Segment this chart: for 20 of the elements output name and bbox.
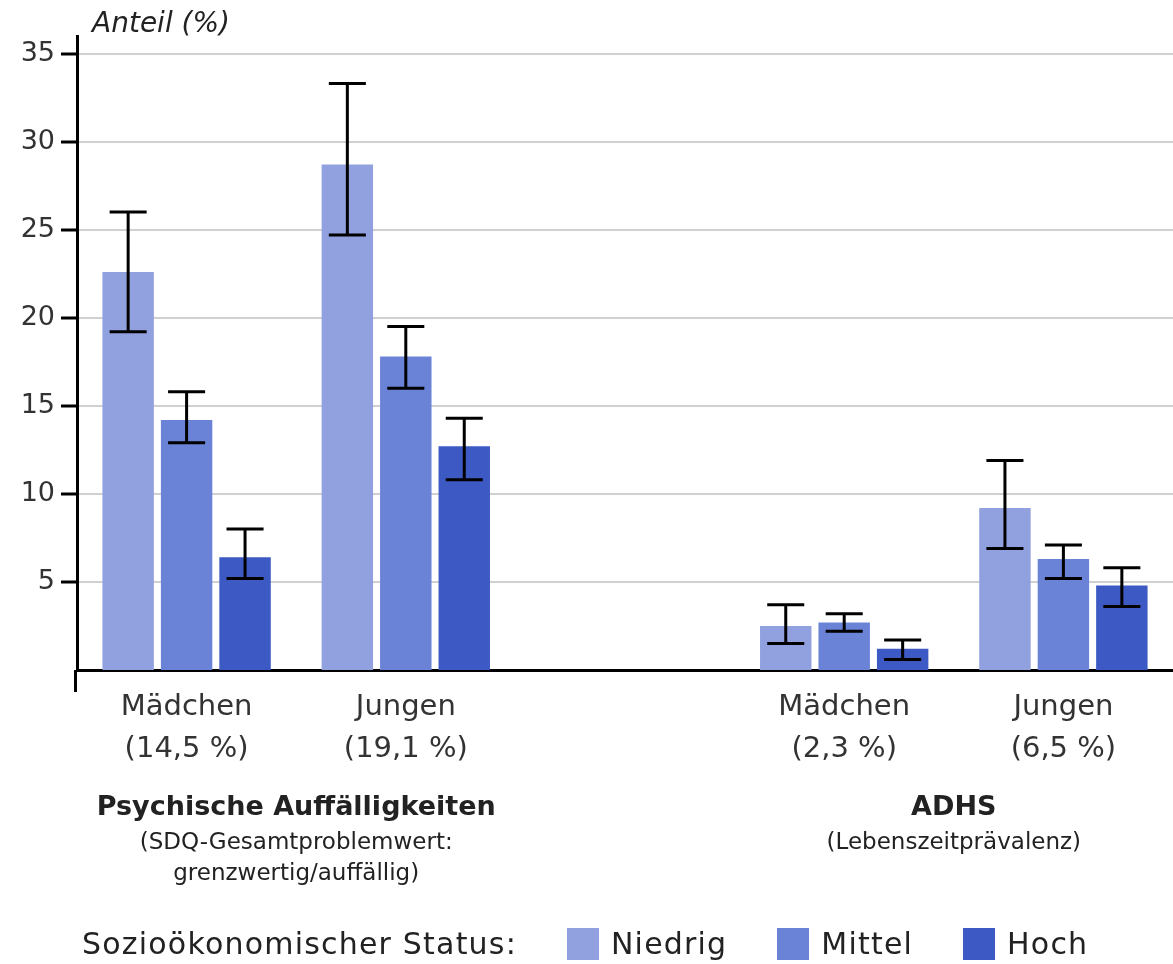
- x-tick-label: Jungen (6,5 %): [1010, 687, 1117, 764]
- y-tick-label: 35: [20, 35, 55, 67]
- text: ADHS: [910, 789, 998, 823]
- y-tick-label: 10: [20, 475, 55, 507]
- y-tick-label: 20: [20, 299, 55, 331]
- y-tick-label: 30: [20, 123, 55, 155]
- legend-title: Sozioökonomischer Status:: [82, 926, 517, 961]
- y-tick-label: 25: [20, 211, 55, 243]
- x-tick-label: Mädchen (14,5 %): [120, 687, 253, 764]
- text: Psychische Auffälligkeiten: [96, 789, 496, 823]
- text: (SDQ-Gesamtproblemwert: grenzwertig/auffällig): [138, 827, 454, 887]
- legend-label: Mittel: [821, 926, 914, 961]
- x-tick-label: Jungen (19,1 %): [343, 687, 468, 764]
- text: (Lebenszeitprävalenz): [826, 827, 1082, 856]
- y-axis-title: Anteil (%): [92, 6, 231, 39]
- y-tick-label: 5: [37, 563, 55, 595]
- x-tick-label: Mädchen (2,3 %): [778, 687, 911, 764]
- y-tick-label: 15: [20, 387, 55, 419]
- legend-label: Niedrig: [610, 926, 728, 961]
- legend-label: Hoch: [1007, 926, 1089, 961]
